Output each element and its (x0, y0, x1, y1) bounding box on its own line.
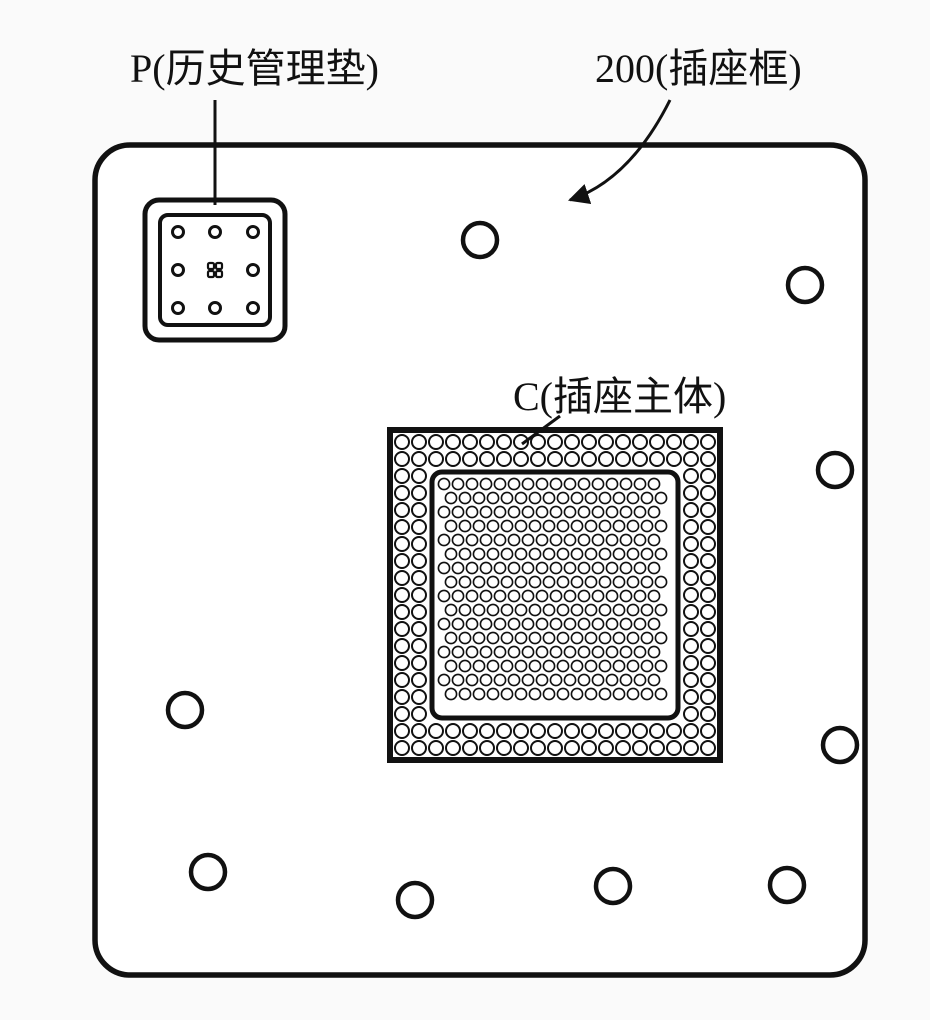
label-c: C(插座主体) (513, 374, 726, 419)
socket-inner-rect (432, 472, 678, 718)
socket-body (390, 430, 720, 760)
label-200: 200(插座框) (595, 46, 802, 91)
label-p: P(历史管理垫) (130, 46, 379, 91)
